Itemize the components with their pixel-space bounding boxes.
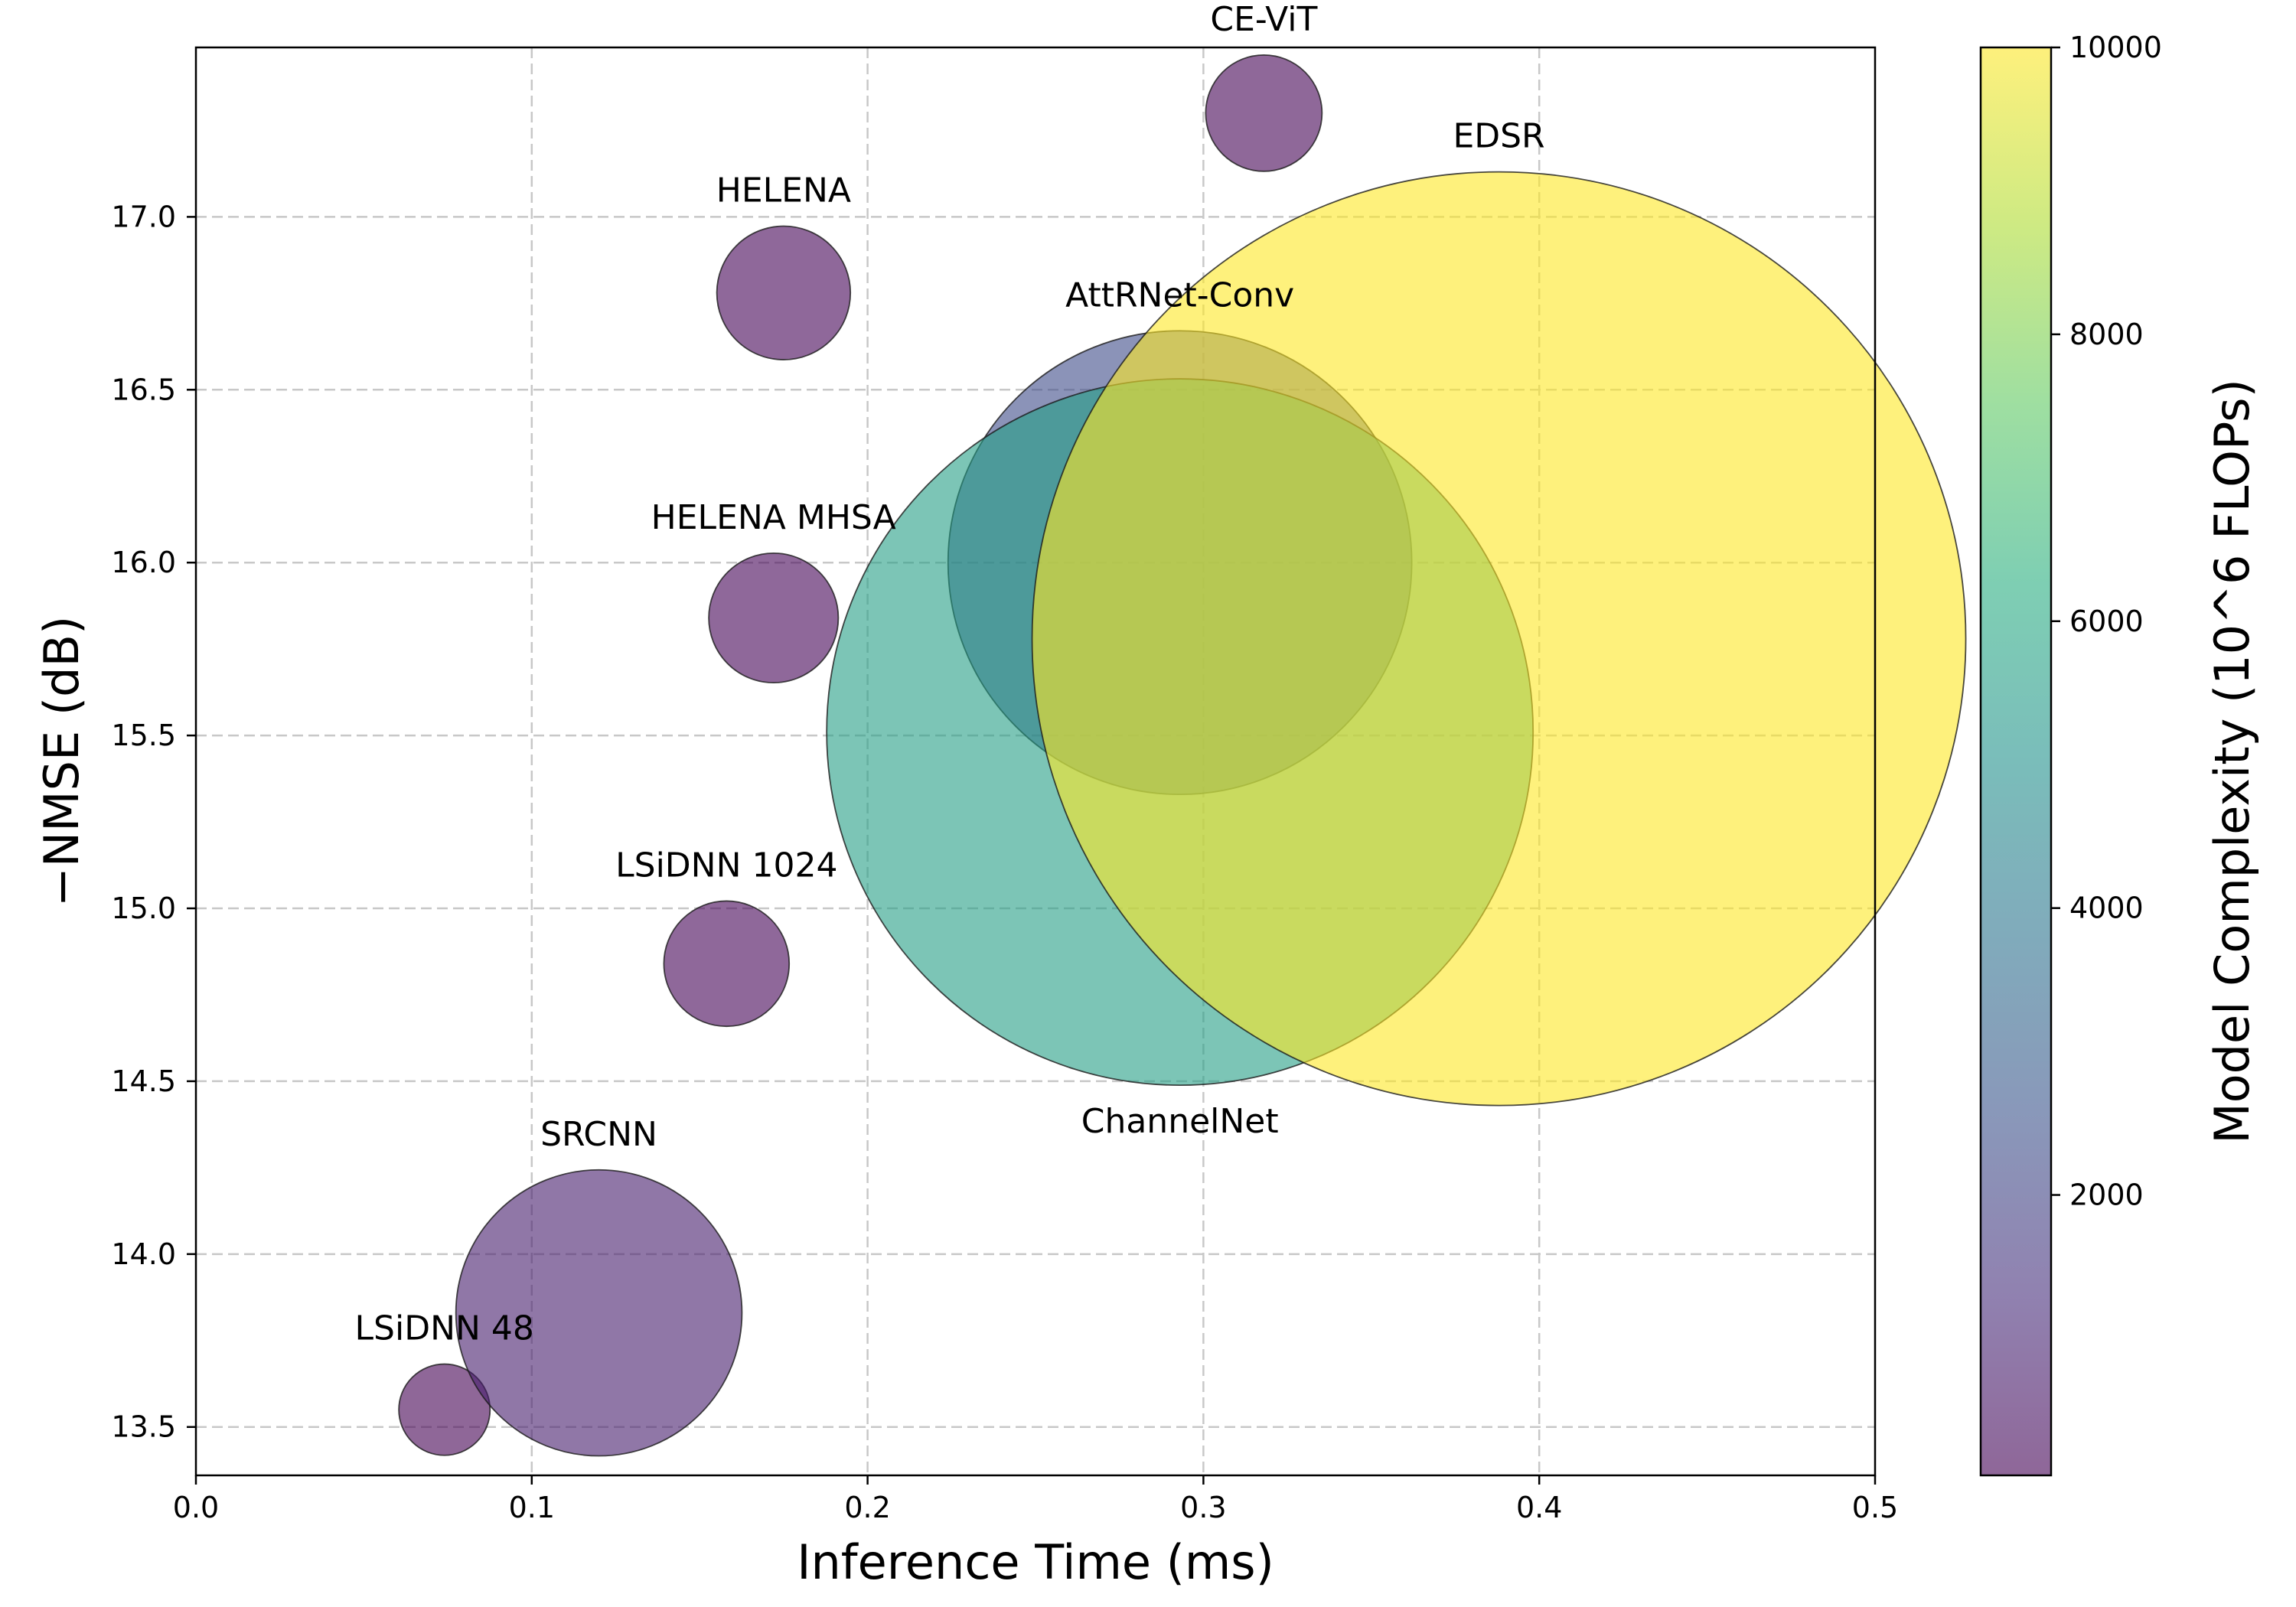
- data-point-label: EDSR: [1453, 117, 1544, 156]
- y-tick-label: 17.0: [111, 200, 176, 233]
- data-point-label: CE-ViT: [1210, 0, 1317, 39]
- data-point-label: LSiDNN 1024: [615, 846, 837, 885]
- x-tick-label: 0.5: [1852, 1491, 1898, 1524]
- bubble-layer: [398, 54, 1967, 1457]
- x-tick-label: 0.3: [1180, 1491, 1226, 1524]
- data-point-label: AttRNet-Conv: [1065, 275, 1294, 315]
- x-tick-label: 0.1: [509, 1491, 555, 1524]
- colorbar-tick-label: 8000: [2069, 318, 2144, 351]
- colorbar-frame: [1979, 46, 2053, 1477]
- data-point-bubble: [1031, 171, 1967, 1107]
- data-point-bubble: [1205, 54, 1323, 172]
- data-point-label: HELENA MHSA: [651, 498, 896, 537]
- data-point-label: ChannelNet: [1081, 1102, 1279, 1141]
- data-point-label: SRCNN: [540, 1115, 657, 1154]
- y-tick-label: 15.0: [111, 892, 176, 925]
- y-axis-title: −NMSE (dB): [34, 616, 90, 907]
- y-tick-label: 14.0: [111, 1237, 176, 1271]
- y-tick-label: 15.5: [111, 719, 176, 752]
- data-point-bubble: [663, 900, 791, 1028]
- data-point-label: HELENA: [716, 171, 851, 210]
- x-tick-label: 0.2: [844, 1491, 890, 1524]
- y-axis-ticks: 13.5 14.0 14.5 15.0 15.5 16.0 16.5 17.0: [111, 200, 196, 1444]
- colorbar-tick-label: 2000: [2069, 1178, 2144, 1212]
- data-point-bubble: [455, 1169, 743, 1457]
- data-point-bubble: [708, 552, 840, 684]
- colorbar-tick-label: 6000: [2069, 605, 2144, 638]
- y-tick-label: 16.5: [111, 373, 176, 406]
- data-point-bubble: [716, 225, 852, 360]
- colorbar-tick-label: 10000: [2069, 31, 2162, 64]
- colorbar-tick-label: 4000: [2069, 892, 2144, 925]
- colorbar-ticks: 2000 4000 6000 8000 10000: [2051, 31, 2162, 1212]
- y-tick-label: 16.0: [111, 546, 176, 579]
- y-tick-label: 13.5: [111, 1410, 176, 1444]
- data-point-label: LSiDNN 48: [355, 1309, 534, 1348]
- data-point-bubble: [398, 1363, 491, 1456]
- y-tick-label: 14.5: [111, 1064, 176, 1098]
- point-label-layer: LSiDNN 48 SRCNN LSiDNN 1024 HELENA MHSA HELE…: [355, 0, 1545, 1348]
- colorbar-gradient: [1981, 47, 2051, 1475]
- colorbar-title: Model Complexity (10^6 FLOPs): [2204, 379, 2260, 1144]
- x-axis-title: Inference Time (ms): [797, 1534, 1274, 1590]
- x-axis-ticks: 0.0 0.1 0.2 0.3 0.4 0.5: [173, 1475, 1898, 1524]
- plot-frame: [194, 46, 1877, 1477]
- x-tick-label: 0.4: [1516, 1491, 1562, 1524]
- x-tick-label: 0.0: [173, 1491, 219, 1524]
